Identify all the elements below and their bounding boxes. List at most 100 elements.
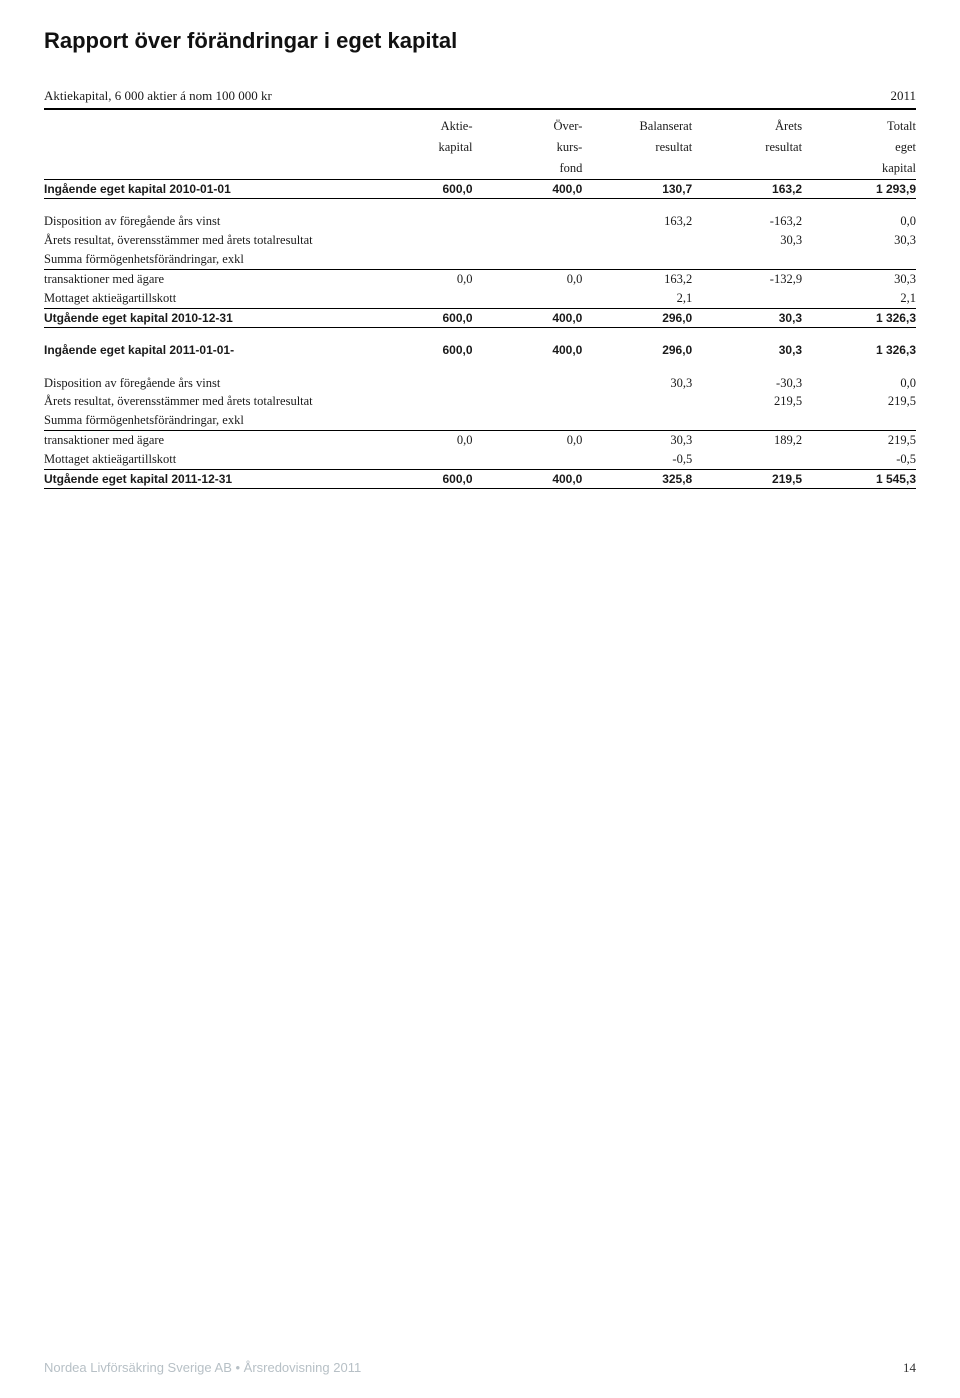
subtitle-text: Aktiekapital, 6 000 aktier á nom 100 000… bbox=[44, 88, 272, 104]
table-row: Ingående eget kapital 2010-01-01600,0400… bbox=[44, 179, 916, 198]
cell-value: -0,5 bbox=[586, 450, 696, 469]
row-label: Årets resultat, överensstämmer med årets… bbox=[44, 231, 367, 250]
table-row: Mottaget aktieägartillskott-0,5-0,5 bbox=[44, 450, 916, 469]
row-label: Mottaget aktieägartillskott bbox=[44, 289, 367, 308]
cell-value: 1 326,3 bbox=[806, 341, 916, 359]
cell-value bbox=[367, 450, 477, 469]
cell-value bbox=[477, 450, 587, 469]
cell-value: 163,2 bbox=[586, 269, 696, 288]
cell-value: 2,1 bbox=[586, 289, 696, 308]
cell-value: 400,0 bbox=[477, 179, 587, 198]
cell-value: 325,8 bbox=[586, 469, 696, 488]
cell-value: 600,0 bbox=[367, 179, 477, 198]
cell-value bbox=[367, 374, 477, 393]
row-label: Ingående eget kapital 2011-01-01- bbox=[44, 341, 367, 359]
cell-value: 30,3 bbox=[586, 431, 696, 450]
cell-value: -30,3 bbox=[696, 374, 806, 393]
table-row: Disposition av föregående års vinst30,3-… bbox=[44, 374, 916, 393]
cell-value: 30,3 bbox=[806, 231, 916, 250]
cell-value: 30,3 bbox=[696, 308, 806, 327]
table-row: Summa förmögenhetsförändringar, exkl bbox=[44, 250, 916, 269]
cell-value bbox=[696, 289, 806, 308]
row-label: Ingående eget kapital 2010-01-01 bbox=[44, 179, 367, 198]
table-row: Årets resultat, överensstämmer med årets… bbox=[44, 392, 916, 411]
cell-value bbox=[367, 212, 477, 231]
cell-value: 0,0 bbox=[806, 212, 916, 231]
cell-value bbox=[806, 411, 916, 430]
cell-value: 296,0 bbox=[586, 341, 696, 359]
cell-value bbox=[586, 411, 696, 430]
column-header: kapital bbox=[806, 158, 916, 179]
cell-value: 163,2 bbox=[586, 212, 696, 231]
cell-value: 219,5 bbox=[696, 392, 806, 411]
cell-value: 296,0 bbox=[586, 308, 696, 327]
cell-value: -163,2 bbox=[696, 212, 806, 231]
subtitle-year: 2011 bbox=[890, 88, 916, 104]
cell-value bbox=[696, 250, 806, 269]
subtitle-row: Aktiekapital, 6 000 aktier á nom 100 000… bbox=[44, 88, 916, 104]
cell-value: 0,0 bbox=[367, 269, 477, 288]
cell-value: 2,1 bbox=[806, 289, 916, 308]
table-row: Årets resultat, överensstämmer med årets… bbox=[44, 231, 916, 250]
cell-value: 0,0 bbox=[367, 431, 477, 450]
column-header: resultat bbox=[586, 137, 696, 158]
table-row: Utgående eget kapital 2011-12-31600,0400… bbox=[44, 469, 916, 488]
table-row: Ingående eget kapital 2011-01-01-600,040… bbox=[44, 341, 916, 359]
cell-value: 0,0 bbox=[477, 269, 587, 288]
column-header bbox=[367, 158, 477, 179]
cell-value: 0,0 bbox=[806, 374, 916, 393]
cell-value: -132,9 bbox=[696, 269, 806, 288]
cell-value: 219,5 bbox=[806, 431, 916, 450]
table-header: Aktie-Över-BalanseratÅretsTotalt kapital… bbox=[44, 116, 916, 179]
table-row: Disposition av föregående års vinst 163,2… bbox=[44, 212, 916, 231]
cell-value: 400,0 bbox=[477, 469, 587, 488]
row-label: Summa förmögenhetsförändringar, exkl bbox=[44, 250, 367, 269]
footer-left: Nordea Livförsäkring Sverige AB • Årsred… bbox=[44, 1360, 361, 1376]
header-blank bbox=[44, 137, 367, 158]
cell-value: 400,0 bbox=[477, 341, 587, 359]
cell-value bbox=[477, 374, 587, 393]
page-footer: Nordea Livförsäkring Sverige AB • Årsred… bbox=[44, 1360, 916, 1376]
cell-value: 30,3 bbox=[696, 231, 806, 250]
page-title: Rapport över förändringar i eget kapital bbox=[44, 28, 916, 54]
column-header bbox=[696, 158, 806, 179]
cell-value: 1 326,3 bbox=[806, 308, 916, 327]
column-header: resultat bbox=[696, 137, 806, 158]
cell-value: 600,0 bbox=[367, 469, 477, 488]
column-header: kurs- bbox=[477, 137, 587, 158]
cell-value: 219,5 bbox=[806, 392, 916, 411]
cell-value bbox=[477, 411, 587, 430]
cell-value: 30,3 bbox=[586, 374, 696, 393]
cell-value bbox=[586, 250, 696, 269]
column-header: eget bbox=[806, 137, 916, 158]
row-label: Utgående eget kapital 2011-12-31 bbox=[44, 469, 367, 488]
row-label: transaktioner med ägare bbox=[44, 269, 367, 288]
row-label: Utgående eget kapital 2010-12-31 bbox=[44, 308, 367, 327]
cell-value bbox=[367, 411, 477, 430]
table-row: transaktioner med ägare0,00,030,3189,221… bbox=[44, 431, 916, 450]
footer-page-number: 14 bbox=[903, 1360, 916, 1376]
cell-value bbox=[367, 289, 477, 308]
equity-table: Aktie-Över-BalanseratÅretsTotalt kapital… bbox=[44, 116, 916, 489]
cell-value: 30,3 bbox=[696, 341, 806, 359]
cell-value: 1 545,3 bbox=[806, 469, 916, 488]
cell-value: -0,5 bbox=[806, 450, 916, 469]
table-row: Summa förmögenhetsförändringar, exkl bbox=[44, 411, 916, 430]
cell-value bbox=[806, 250, 916, 269]
cell-value: 0,0 bbox=[477, 431, 587, 450]
title-divider bbox=[44, 108, 916, 110]
cell-value bbox=[477, 231, 587, 250]
column-header: kapital bbox=[367, 137, 477, 158]
column-header bbox=[586, 158, 696, 179]
header-blank bbox=[44, 158, 367, 179]
cell-value: 600,0 bbox=[367, 308, 477, 327]
cell-value bbox=[477, 289, 587, 308]
cell-value: 1 293,9 bbox=[806, 179, 916, 198]
cell-value: 30,3 bbox=[806, 269, 916, 288]
cell-value: 600,0 bbox=[367, 341, 477, 359]
cell-value: 130,7 bbox=[586, 179, 696, 198]
column-header: fond bbox=[477, 158, 587, 179]
row-label: Disposition av föregående års vinst bbox=[44, 212, 367, 231]
cell-value: 219,5 bbox=[696, 469, 806, 488]
cell-value bbox=[367, 250, 477, 269]
